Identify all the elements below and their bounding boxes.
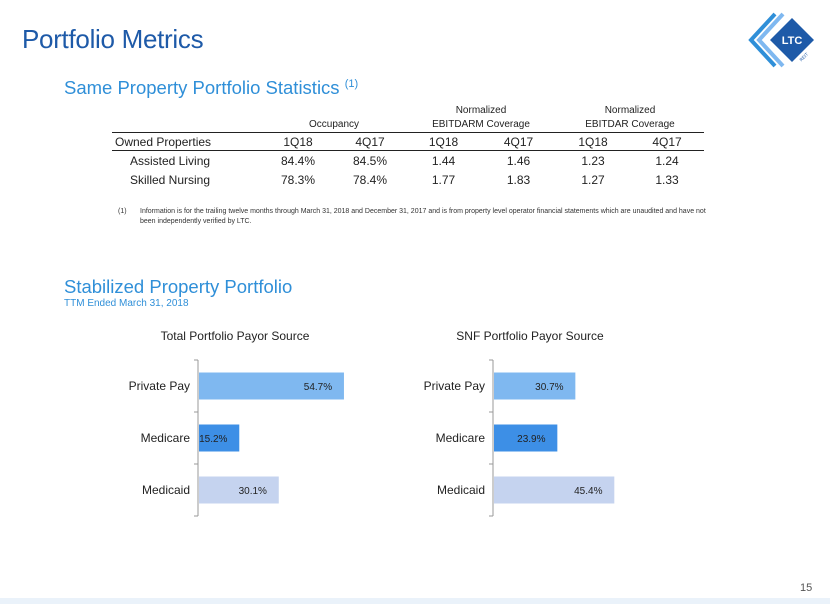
column-header: 1Q18 bbox=[556, 132, 630, 151]
footnote-text: Information is for the trailing twelve m… bbox=[140, 208, 706, 225]
ebitdarm-header-bottom: EBITDARM Coverage bbox=[432, 119, 530, 130]
chart-title: Total Portfolio Payor Source bbox=[161, 329, 310, 343]
table-cell: 1.27 bbox=[581, 172, 605, 187]
column-header: 1Q18 bbox=[262, 132, 334, 151]
column-header: 4Q17 bbox=[630, 132, 704, 151]
data-label: 30.1% bbox=[239, 486, 267, 497]
data-label: 23.9% bbox=[517, 434, 545, 445]
stats-section-title-text: Same Property Portfolio Statistics bbox=[64, 77, 340, 98]
logo-subtext: REIT bbox=[799, 51, 810, 62]
table-row: Skilled Nursing 78.3% 78.4% 1.77 1.83 1.… bbox=[112, 170, 704, 189]
data-label: 54.7% bbox=[304, 382, 332, 393]
logo-text: LTC bbox=[782, 35, 803, 47]
column-header: 4Q17 bbox=[481, 132, 556, 151]
table-cell: 1.33 bbox=[655, 172, 679, 187]
ltc-logo: LTC REIT bbox=[748, 12, 814, 68]
category-label: Medicare bbox=[141, 431, 191, 445]
bar-medicare bbox=[494, 424, 558, 452]
data-label: 15.2% bbox=[199, 434, 227, 445]
footnote: (1) Information is for the trailing twel… bbox=[118, 207, 718, 227]
row-label: Assisted Living bbox=[130, 153, 211, 168]
table-cell: 78.3% bbox=[280, 172, 316, 187]
table-cell: 1.77 bbox=[431, 172, 456, 187]
table-cell: 1.24 bbox=[655, 153, 679, 168]
table-cell: 1.23 bbox=[581, 153, 605, 168]
data-label: 45.4% bbox=[574, 486, 602, 497]
ebitdar-header-bottom: EBITDAR Coverage bbox=[585, 119, 675, 130]
ebitdar-header-top: Normalized bbox=[604, 105, 656, 116]
bar-medicare bbox=[199, 424, 240, 452]
table-cell: 1.83 bbox=[506, 172, 531, 187]
bar-medicaid bbox=[494, 476, 615, 504]
bottom-band bbox=[0, 598, 830, 604]
occupancy-header: Occupancy bbox=[308, 119, 360, 130]
page-title: Portfolio Metrics bbox=[22, 24, 204, 54]
chart-title: SNF Portfolio Payor Source bbox=[456, 329, 604, 343]
column-header-row: Owned Properties 1Q18 4Q17 1Q18 4Q17 1Q1… bbox=[112, 132, 704, 151]
row-label: Skilled Nursing bbox=[130, 172, 211, 187]
portfolio-stats-table: Normalized Normalized Occupancy EBITDARM… bbox=[112, 104, 704, 189]
category-label: Medicaid bbox=[437, 483, 485, 497]
table-cell: 84.5% bbox=[352, 153, 388, 168]
group-header-row-top: Normalized Normalized bbox=[112, 104, 704, 118]
table-cell: 84.4% bbox=[280, 153, 316, 168]
table-cell: 1.46 bbox=[506, 153, 531, 168]
logo-diamond bbox=[770, 18, 814, 62]
column-header: 4Q17 bbox=[334, 132, 406, 151]
snf-payor-chart: SNF Portfolio Payor Source Private Pay 30.… bbox=[424, 329, 615, 517]
column-header: Owned Properties bbox=[112, 132, 262, 151]
stabilized-section-subtitle: TTM Ended March 31, 2018 bbox=[64, 298, 189, 309]
logo-chevrons bbox=[748, 12, 785, 68]
table-cell: 78.4% bbox=[352, 172, 388, 187]
footnote-marker: (1) bbox=[118, 208, 127, 215]
bar-private-pay bbox=[199, 372, 344, 400]
category-label: Private Pay bbox=[129, 379, 190, 393]
bar-private-pay bbox=[494, 372, 576, 400]
stabilized-section-title: Stabilized Property Portfolio bbox=[64, 276, 293, 297]
page-number: 15 bbox=[800, 582, 813, 594]
table-cell: 1.44 bbox=[431, 153, 456, 168]
category-label: Private Pay bbox=[424, 379, 485, 393]
ebitdarm-header-top: Normalized bbox=[455, 105, 507, 116]
total-payor-chart: Total Portfolio Payor Source Private Pay 5… bbox=[129, 329, 344, 517]
category-label: Medicaid bbox=[142, 483, 190, 497]
bar-medicaid bbox=[199, 476, 279, 504]
column-header: 1Q18 bbox=[406, 132, 481, 151]
category-label: Medicare bbox=[436, 431, 486, 445]
group-header-row-bottom: Occupancy EBITDARM Coverage EBITDAR Cove… bbox=[112, 118, 704, 133]
stats-section-title: Same Property Portfolio Statistics (1) bbox=[64, 77, 358, 99]
data-label: 30.7% bbox=[535, 382, 563, 393]
footnote-ref: (1) bbox=[344, 77, 359, 90]
table-row: Assisted Living 84.4% 84.5% 1.44 1.46 1.… bbox=[112, 151, 704, 171]
